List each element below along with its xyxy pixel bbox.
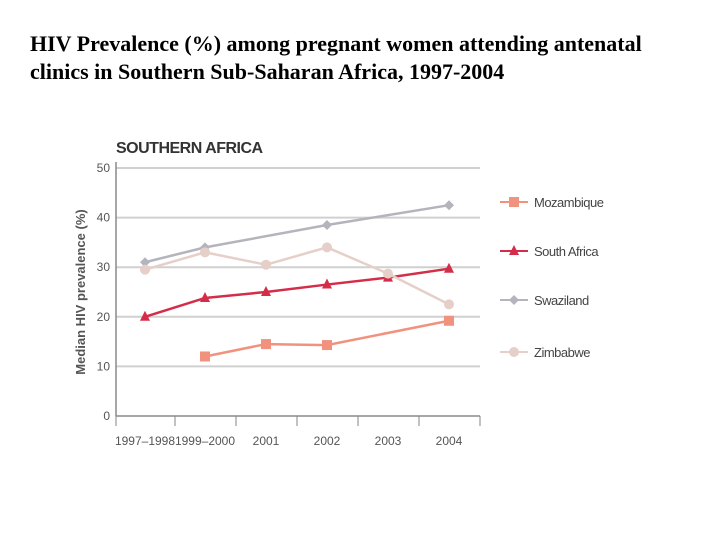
data-point <box>261 259 271 270</box>
y-tick-label-20: 20 <box>97 310 111 324</box>
data-point <box>200 247 210 258</box>
data-point <box>444 299 454 310</box>
chart-heading: SOUTHERN AFRICA <box>116 140 264 157</box>
y-tick-label-40: 40 <box>97 211 111 225</box>
legend-marker <box>509 347 519 357</box>
y-tick-label-10: 10 <box>97 359 111 373</box>
legend-item-mozambique: Mozambique <box>500 195 604 210</box>
series-line <box>144 246 450 306</box>
series-line <box>144 203 450 264</box>
legend-label: South Africa <box>534 244 599 259</box>
x-tick-label-2: 2001 <box>253 434 280 448</box>
x-tick-label-0: 1997–1998 <box>115 434 175 448</box>
data-point <box>444 315 454 326</box>
data-point <box>140 264 150 275</box>
legend-label: Zimbabwe <box>534 345 590 360</box>
data-point <box>200 291 210 302</box>
x-tick-label-1: 1999–2000 <box>175 434 235 448</box>
axes: 0 10 20 30 40 50 1997–1998 1999–2000 2001 2002 200… <box>73 161 481 448</box>
data-point <box>200 351 210 362</box>
series-line <box>204 319 450 358</box>
y-tick-label-30: 30 <box>97 260 111 274</box>
series-zimbabwe <box>140 242 454 310</box>
slide-title: HIV Prevalence (%) among pregnant women … <box>30 31 642 84</box>
legend-item-south-africa: South Africa <box>500 244 600 259</box>
legend-label: Swaziland <box>534 293 589 308</box>
y-tick-label-0: 0 <box>103 409 110 423</box>
series-lines <box>140 200 454 362</box>
series-mozambique <box>200 315 454 362</box>
data-point <box>322 340 332 351</box>
x-tick-label-4: 2003 <box>375 434 402 448</box>
legend-marker <box>509 245 519 255</box>
data-point <box>140 310 150 321</box>
series-line <box>144 267 450 318</box>
legend-item-swaziland: Swaziland <box>500 293 590 308</box>
y-tick-label-50: 50 <box>97 161 111 175</box>
legend-marker <box>509 197 519 207</box>
data-point <box>322 242 332 253</box>
y-axis-title: Median HIV prevalence (%) <box>73 209 88 374</box>
data-point <box>322 278 332 289</box>
data-point <box>322 220 332 231</box>
data-point <box>261 286 271 296</box>
series-south-africa <box>140 262 454 321</box>
legend-label: Mozambique <box>534 195 604 210</box>
legend-marker <box>509 295 519 305</box>
x-tick-label-5: 2004 <box>436 434 463 448</box>
data-point <box>383 268 393 279</box>
data-point <box>444 200 454 211</box>
data-point <box>140 257 150 268</box>
grid <box>116 167 480 368</box>
legend-item-zimbabwe: Zimbabwe <box>500 345 591 360</box>
data-point <box>444 262 454 273</box>
legend: Mozambique South Africa Swaziland Zimbabwe <box>500 195 604 360</box>
x-tick-label-3: 2002 <box>314 434 341 448</box>
data-point <box>261 339 271 350</box>
